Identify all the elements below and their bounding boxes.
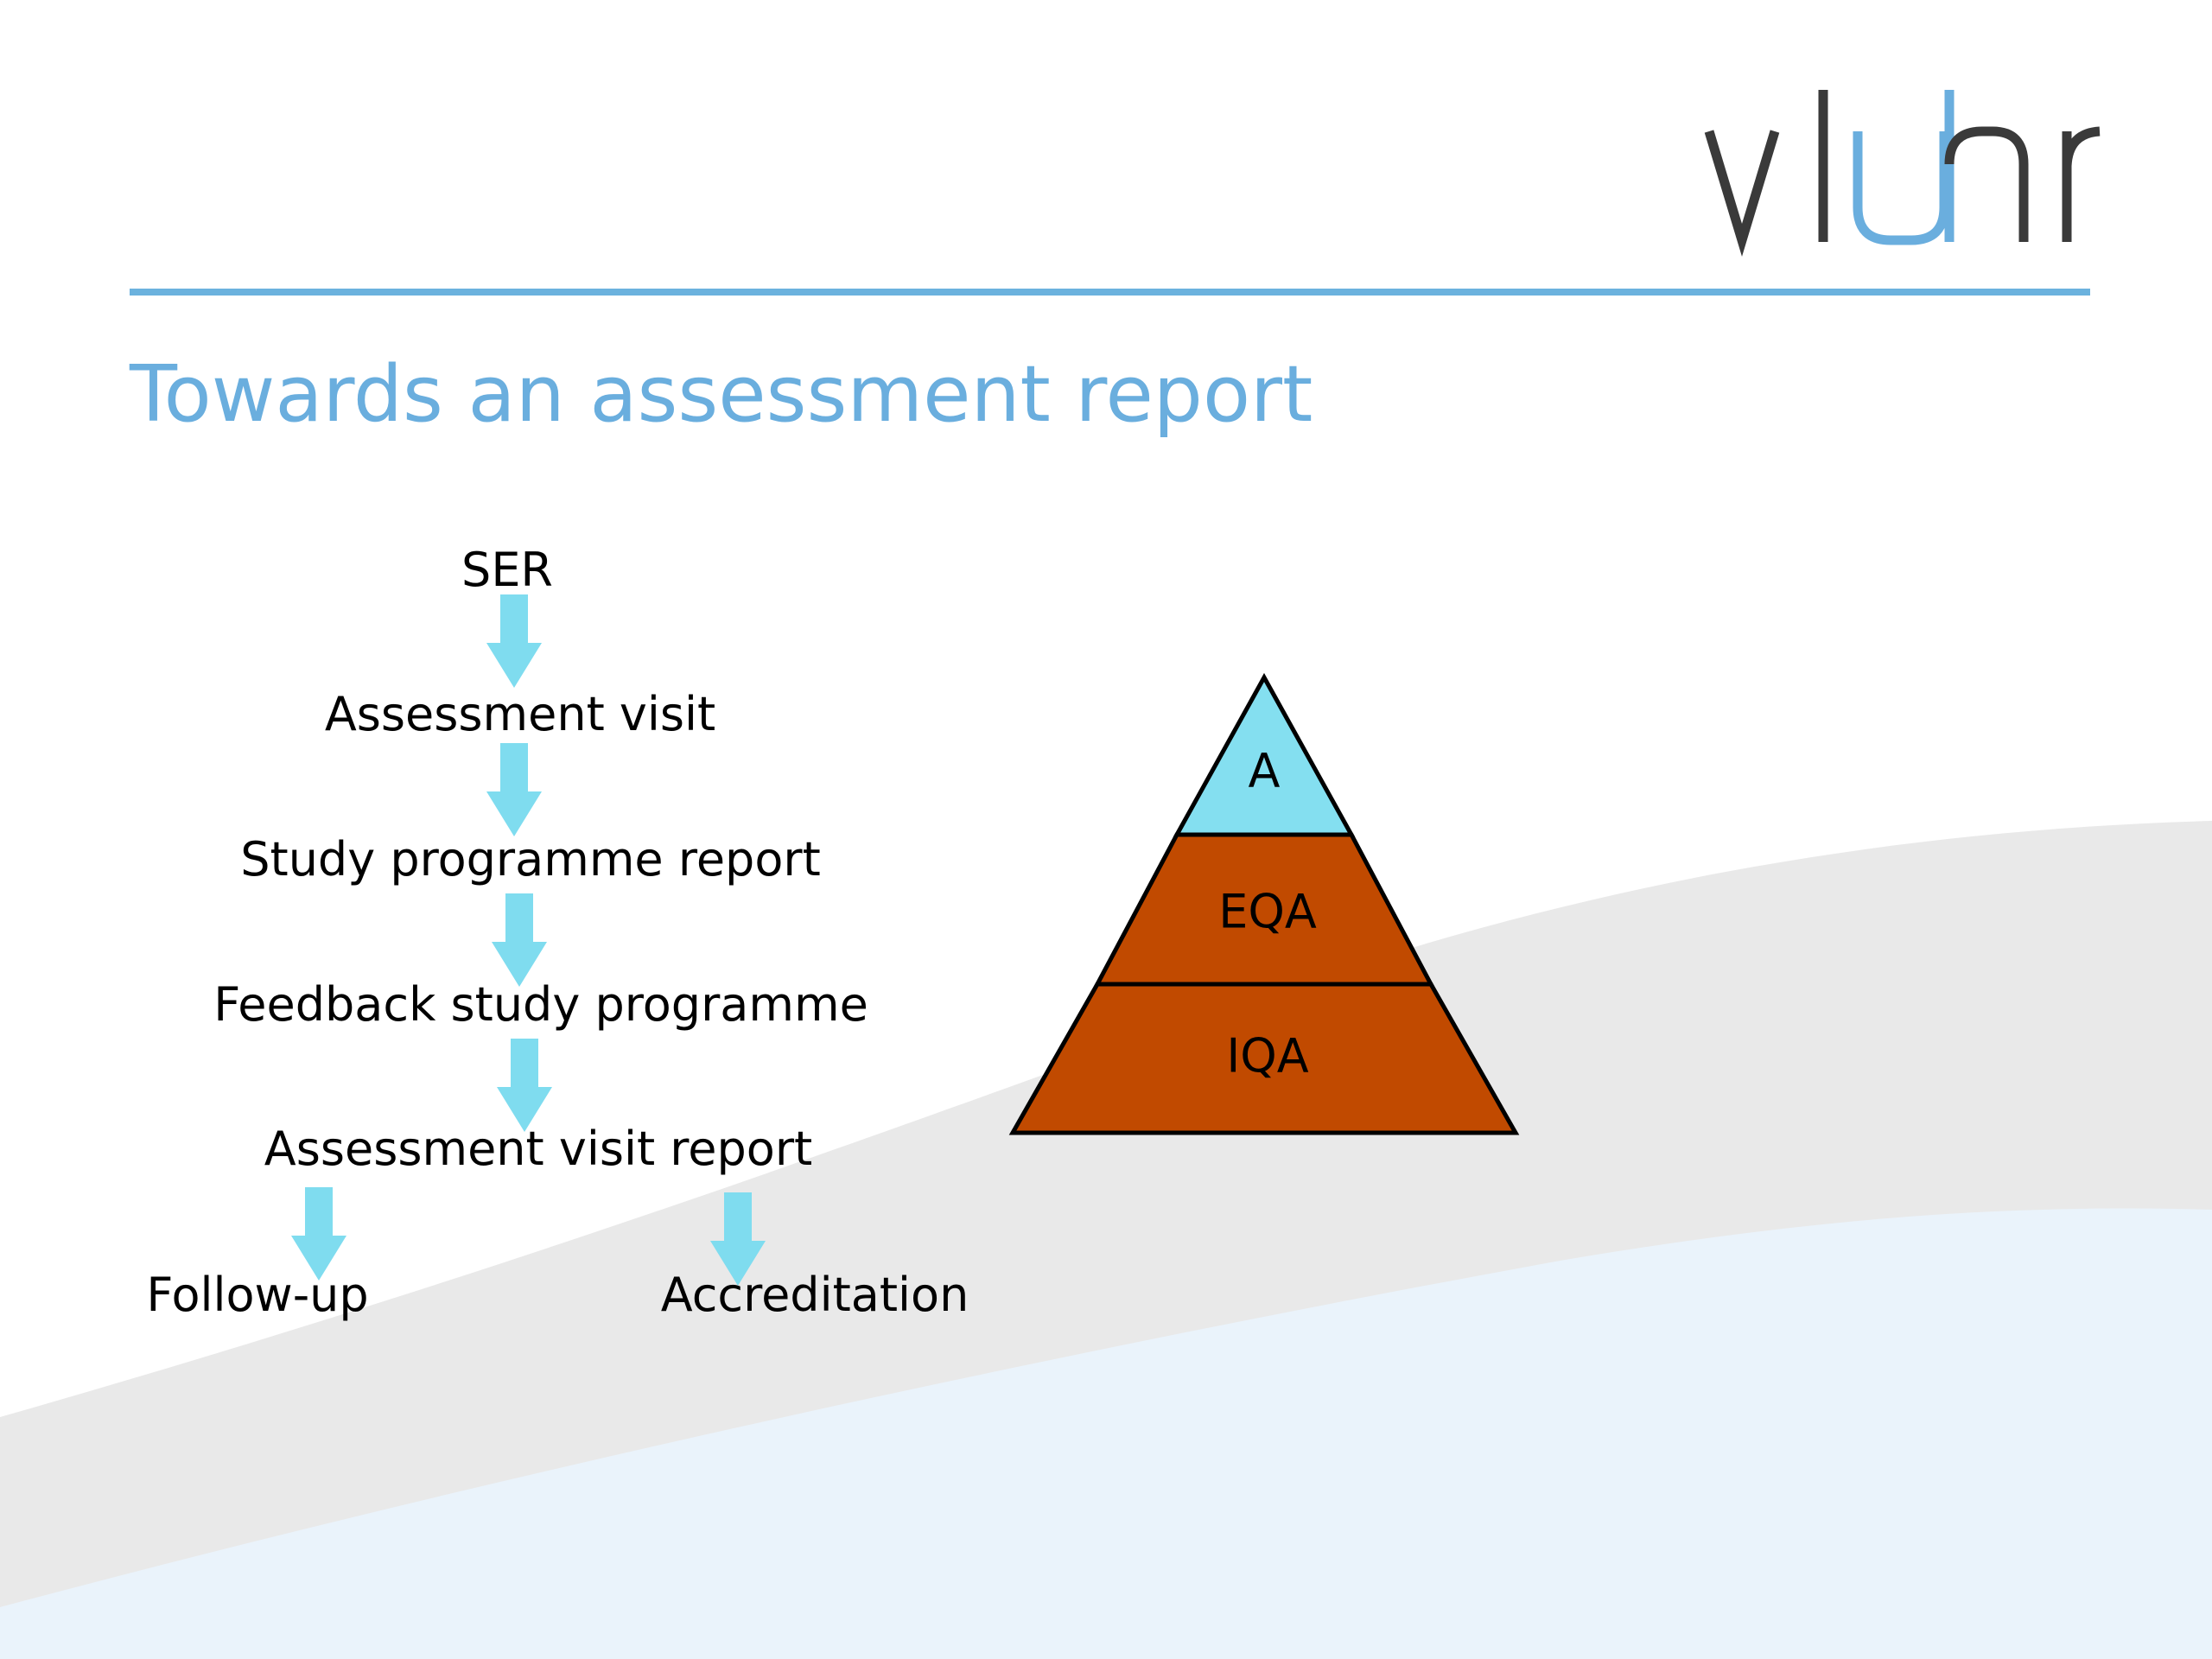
down-arrow-icon <box>486 594 542 688</box>
quality-assurance-pyramid: A EQA IQA <box>1008 672 1520 1135</box>
flow-step-feedback-study-programme: Feedback study programme <box>213 977 868 1032</box>
flow-step-study-programme-report: Study programme report <box>240 832 821 887</box>
down-arrow-icon <box>497 1039 552 1132</box>
down-arrow-icon <box>486 743 542 836</box>
slide-title: Towards an assessment report <box>130 349 1313 440</box>
logo-letter-u <box>1853 131 1949 245</box>
pyramid-label-a: A <box>1249 744 1281 798</box>
logo-letter-h-arch <box>1944 126 2029 242</box>
down-arrow-icon <box>710 1192 766 1286</box>
flow-outcome-accreditation: Accreditation <box>660 1268 969 1322</box>
vluhr-logo <box>1704 90 2101 257</box>
pyramid-label-iqa: IQA <box>1226 1029 1308 1084</box>
flow-step-assessment-visit-report: Assessment visit report <box>264 1122 813 1176</box>
down-arrow-icon <box>492 893 547 987</box>
down-arrow-icon <box>291 1187 346 1281</box>
flow-step-ser: SER <box>461 543 553 597</box>
logo-letter-r-arm <box>2062 126 2101 167</box>
background-wave-blue <box>0 1208 2212 1659</box>
header-rule <box>130 289 2090 296</box>
flow-step-assessment-visit: Assessment visit <box>324 687 716 741</box>
logo-letter-v <box>1704 130 1780 257</box>
flow-outcome-follow-up: Follow-up <box>146 1268 369 1322</box>
pyramid-label-eqa: EQA <box>1218 885 1317 939</box>
pyramid-level-a <box>1173 672 1356 837</box>
